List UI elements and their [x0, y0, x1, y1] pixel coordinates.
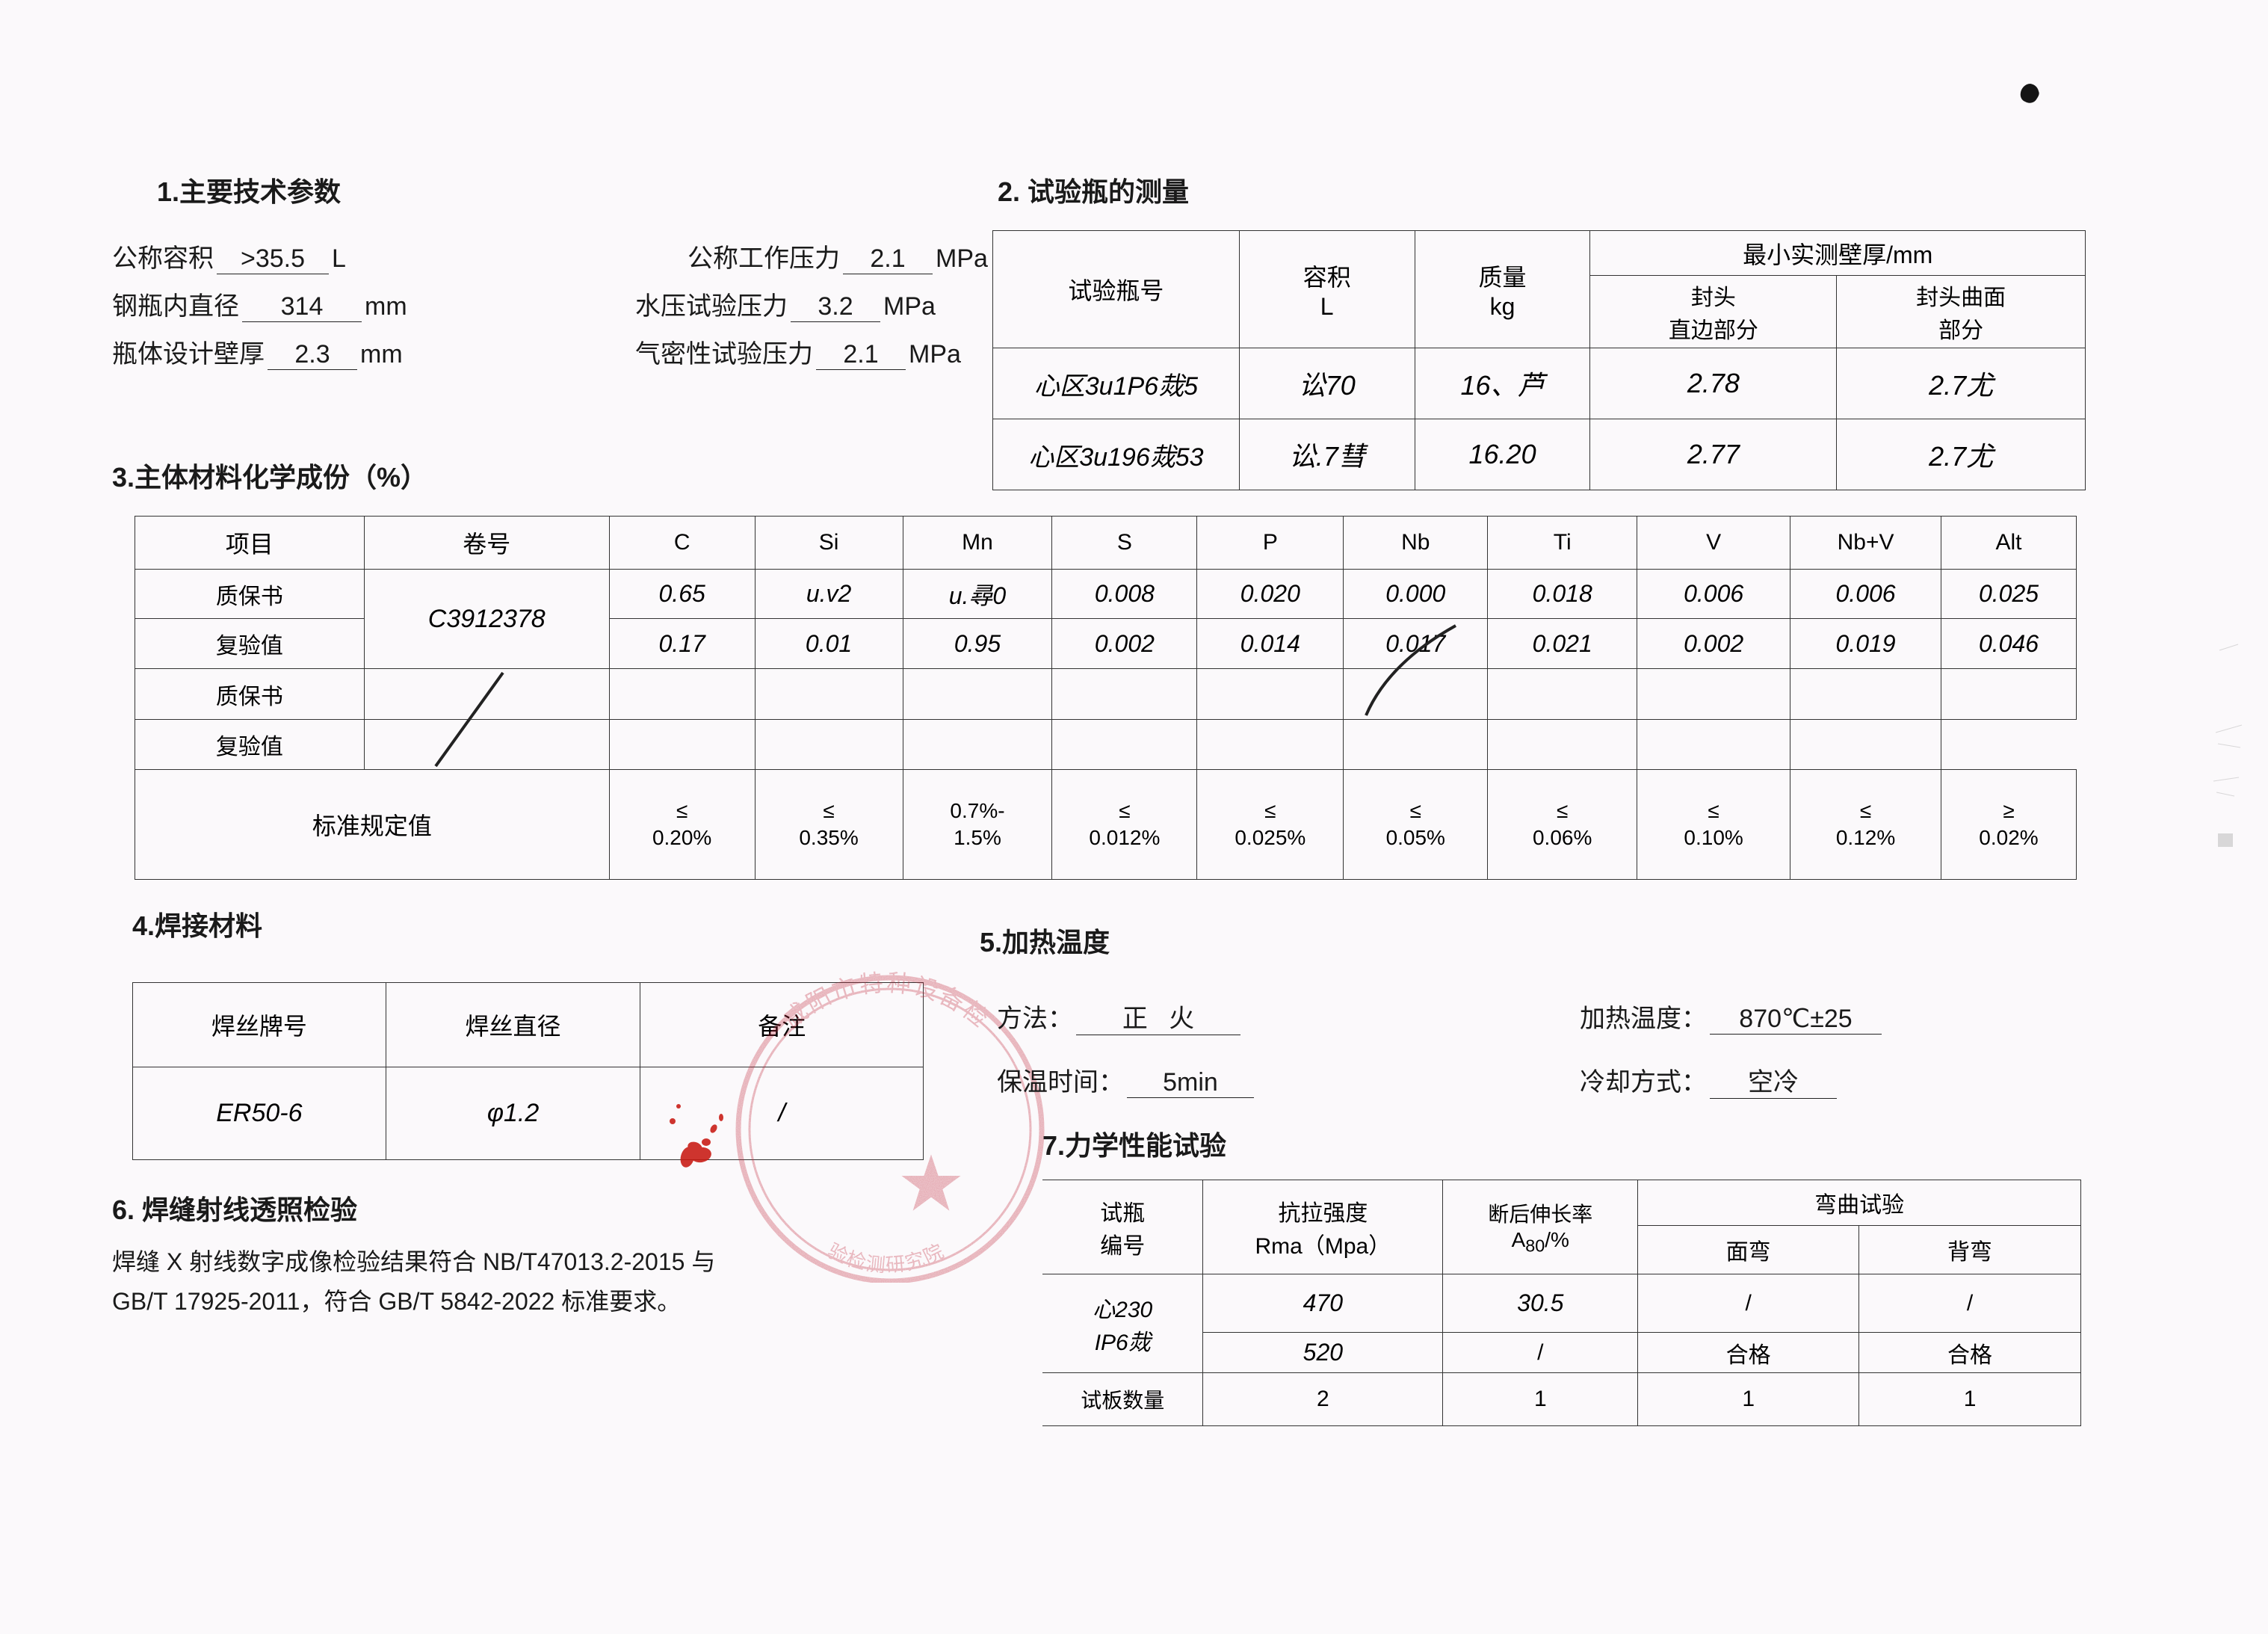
svg-text:咸阳市特种设备检: 咸阳市特种设备检 [774, 964, 998, 1035]
